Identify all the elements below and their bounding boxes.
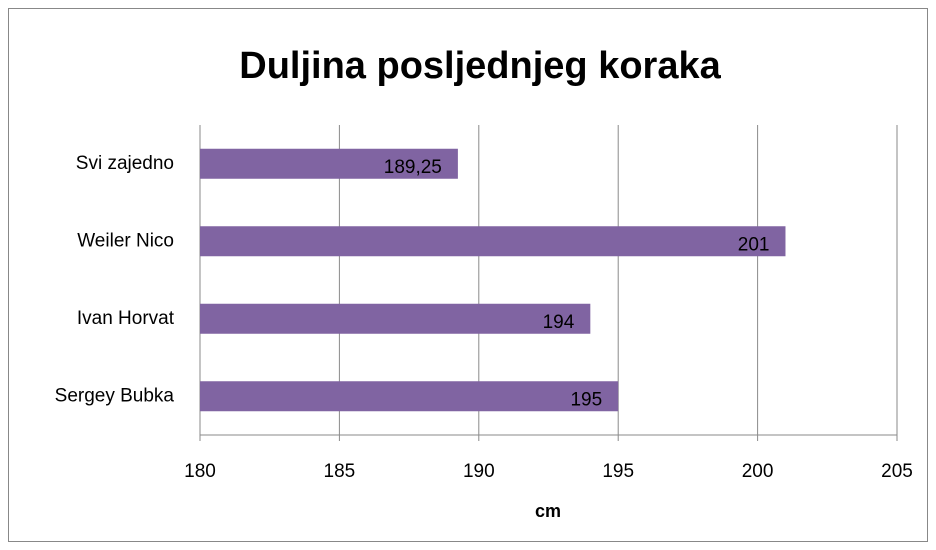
x-tick-label: 195 — [602, 461, 634, 482]
bar — [200, 303, 591, 334]
bar — [200, 148, 458, 179]
x-tick-label: 200 — [742, 461, 774, 482]
bar — [200, 381, 619, 412]
data-label: 195 — [570, 389, 602, 410]
data-label: 194 — [543, 312, 575, 333]
y-tick-label: Svi zajedno — [76, 153, 174, 174]
bar — [200, 226, 786, 257]
x-tick-label: 185 — [324, 461, 356, 482]
chart-border — [8, 8, 928, 542]
x-axis-title: cm — [535, 501, 561, 521]
x-tick-label: 180 — [184, 461, 216, 482]
y-tick-label: Ivan Horvat — [77, 308, 175, 329]
data-label: 189,25 — [384, 157, 442, 178]
y-tick-label: Weiler Nico — [77, 230, 174, 251]
chart-title: Duljina posljednjeg koraka — [239, 45, 721, 87]
x-tick-label: 205 — [881, 461, 913, 482]
data-label: 201 — [738, 234, 770, 255]
y-tick-label: Sergey Bubka — [55, 385, 175, 406]
x-tick-label: 190 — [463, 461, 495, 482]
